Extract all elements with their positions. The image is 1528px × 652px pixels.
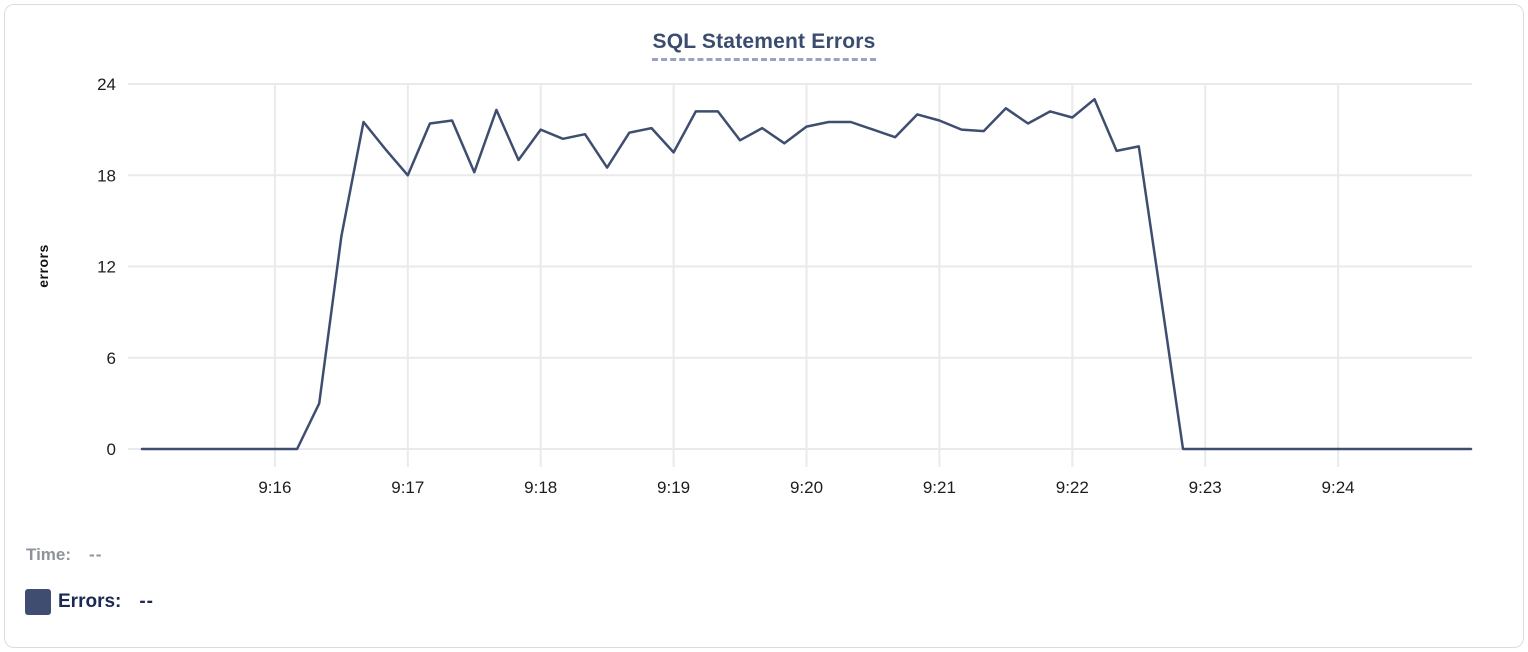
x-tick-label: 9:22 [1056,478,1089,497]
y-tick-label: 24 [97,75,116,94]
y-tick-label: 18 [97,166,116,185]
x-tick-label: 9:17 [391,478,424,497]
errors-value: -- [139,591,155,612]
errors-line-series[interactable] [140,97,1473,451]
x-tick-label: 9:18 [524,478,557,497]
chart-title-link[interactable]: SQL Statement Errors [652,30,876,61]
y-axis-title: errors [35,244,51,287]
y-tick-label: 6 [107,349,116,368]
x-tick-label: 9:20 [790,478,823,497]
x-tick-label: 9:21 [923,478,956,497]
y-tick-label: 0 [107,440,116,459]
time-value: -- [89,545,103,564]
tooltip-time-row: Time: -- [26,545,102,565]
x-tick-label: 9:23 [1189,478,1222,497]
x-tick-label: 9:24 [1322,478,1355,497]
time-label: Time: [26,545,72,564]
chart-title-row: SQL Statement Errors [0,30,1528,61]
errors-series-swatch-icon [25,589,51,615]
chart-card [4,4,1524,648]
x-tick-label: 9:19 [657,478,690,497]
legend-errors-row[interactable]: Errors: -- [25,588,154,616]
y-tick-label: 12 [97,258,116,277]
x-tick-label: 9:16 [258,478,291,497]
errors-label: Errors: [58,591,122,612]
